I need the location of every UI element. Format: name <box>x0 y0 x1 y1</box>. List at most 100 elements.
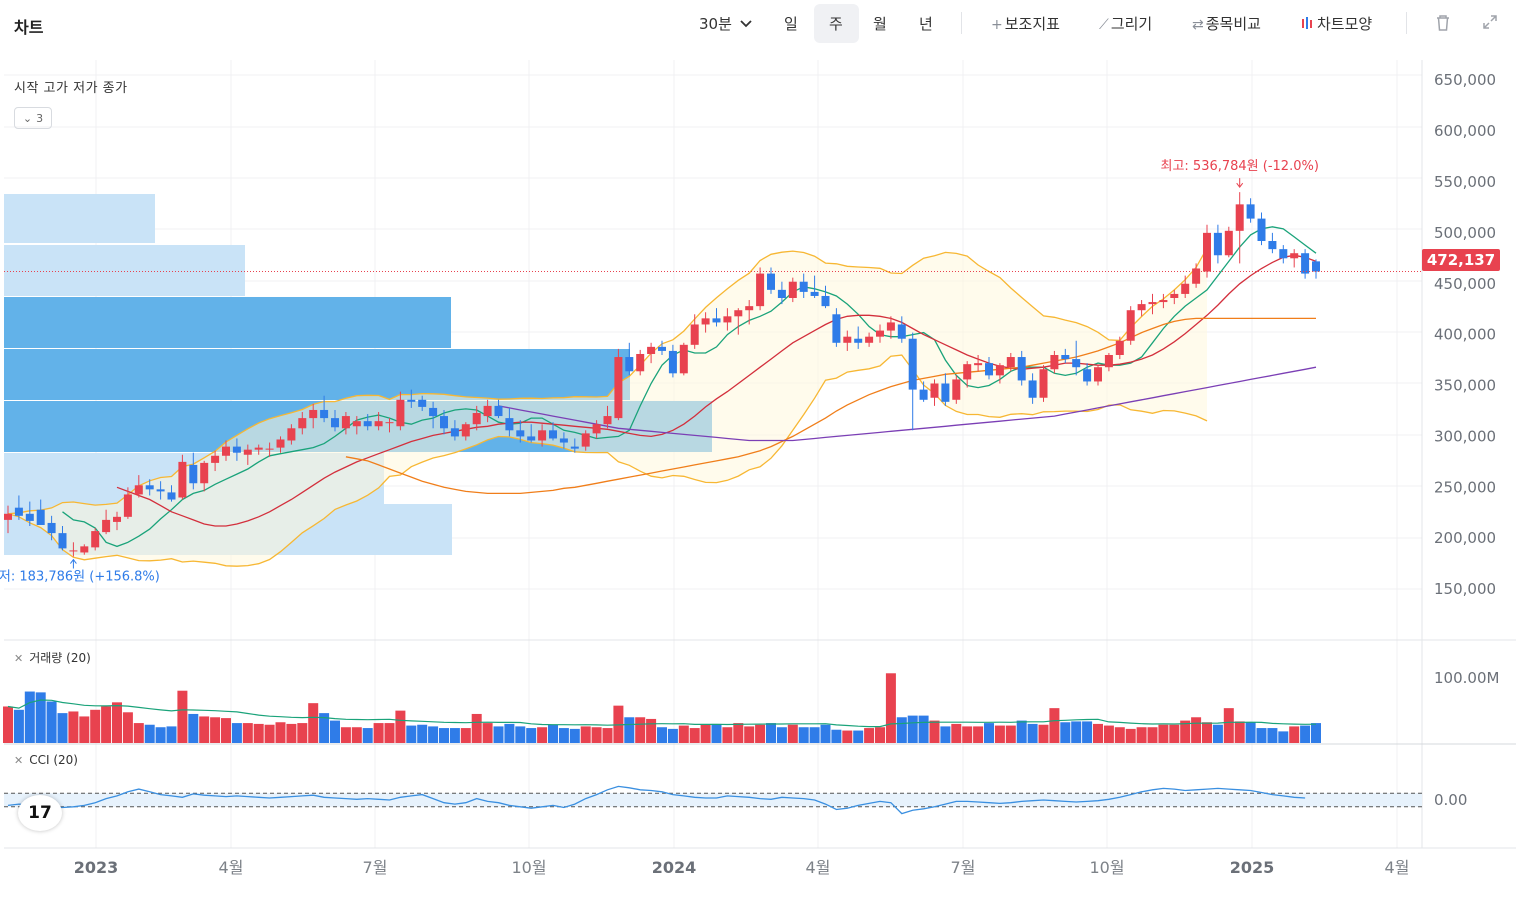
candle-body <box>930 383 939 398</box>
volume-bar <box>1060 722 1071 743</box>
volume-bar <box>112 702 122 743</box>
volume-bar <box>188 713 199 743</box>
volume-bar <box>569 728 580 743</box>
candle-body <box>1312 261 1320 272</box>
volume-bar <box>722 727 733 743</box>
candle-body <box>374 421 383 427</box>
volume-bar <box>624 717 635 743</box>
expand-icon[interactable] <box>1482 14 1498 34</box>
volume-bar <box>493 726 504 743</box>
volume-bar <box>144 724 155 743</box>
volume-bar <box>406 725 417 743</box>
volume-bar <box>820 724 831 743</box>
volume-bar <box>1169 724 1180 743</box>
candle-body <box>363 421 372 427</box>
candle-body <box>1181 283 1190 294</box>
candle-body <box>767 273 775 290</box>
volume-bar <box>1125 728 1136 743</box>
candle-body <box>211 455 220 463</box>
volume-bar <box>526 728 537 743</box>
volume-bar <box>809 727 820 743</box>
tradingview-logo-icon[interactable]: 17 <box>18 795 62 831</box>
period-month-button[interactable]: 월 <box>873 15 887 33</box>
volume-bar <box>13 709 24 743</box>
volume-bar <box>1049 708 1060 743</box>
chart-title: 차트 <box>14 18 44 37</box>
volume-bar <box>1136 727 1147 743</box>
indicators-label: 보조지표 <box>1004 15 1060 33</box>
volume-bar <box>1234 721 1245 743</box>
candle-body <box>25 513 34 521</box>
candle-body <box>1159 300 1168 303</box>
volume-label: 거래량 (20) <box>29 651 91 665</box>
cci-tick-label: 0.00 <box>1434 791 1467 809</box>
ma60-line <box>345 317 1316 495</box>
candle-body <box>1224 230 1233 256</box>
candle-body <box>581 433 590 447</box>
volume-bar <box>46 701 57 743</box>
candle-body <box>123 494 132 517</box>
candle-body <box>734 310 743 317</box>
candle-body <box>668 350 677 374</box>
period-day-button[interactable]: 일 <box>784 15 798 33</box>
price-tick-label: 250,000 <box>1434 478 1496 496</box>
candle-body <box>287 428 296 441</box>
candle-body <box>14 507 23 516</box>
candle-body <box>952 379 961 400</box>
close-icon[interactable]: ✕ <box>14 652 24 665</box>
volume-bar <box>1289 726 1300 743</box>
time-tick-label: 4월 <box>1385 858 1410 877</box>
candle-body <box>1039 369 1048 398</box>
candle-body <box>134 485 143 495</box>
candle-body <box>1126 310 1135 341</box>
candle-body <box>1050 355 1059 370</box>
candle-body <box>723 316 732 323</box>
volume-bar <box>221 718 231 743</box>
volume-pane-label: ✕ 거래량 (20) <box>14 649 91 666</box>
candle-body <box>832 314 841 343</box>
moving-averages <box>62 226 1317 548</box>
candle-body <box>603 416 612 425</box>
volume-bar <box>635 717 646 743</box>
indicators-button[interactable]: + 보조지표 <box>991 13 1060 34</box>
volume-bar <box>1267 728 1278 743</box>
candle-body <box>1301 253 1310 274</box>
period-week-button[interactable]: 주 <box>829 15 843 33</box>
candle-body <box>1028 380 1037 398</box>
candle-body <box>1192 268 1201 284</box>
period-year-button[interactable]: 년 <box>919 15 933 33</box>
candle-body <box>222 446 230 456</box>
chart-style-button[interactable]: 차트모양 <box>1301 13 1372 34</box>
candle-body <box>701 318 710 325</box>
volume-bar <box>460 728 471 743</box>
candle-body <box>232 446 241 453</box>
ma120-line <box>498 366 1317 442</box>
candle-body <box>799 281 808 292</box>
compare-button[interactable]: ⇄ 종목비교 <box>1192 13 1261 34</box>
volume-bar <box>297 723 308 743</box>
axes: 650,000 600,000 550,000 500,000 450,000 400,0… <box>74 71 1500 877</box>
candle-body <box>298 418 307 429</box>
pen-icon: ⟋ <box>1099 17 1109 33</box>
time-tick-label: 7월 <box>363 858 388 877</box>
volume-bar <box>1082 721 1093 743</box>
volume-bar <box>548 724 558 743</box>
candle-body <box>1148 302 1157 305</box>
interval-select[interactable]: 30분 <box>699 13 752 34</box>
legend-collapse-button[interactable]: ⌄ 3 <box>14 107 52 129</box>
trash-icon[interactable] <box>1435 14 1451 36</box>
candle-body <box>254 447 263 450</box>
time-tick-label: 7월 <box>951 858 976 877</box>
candle-body <box>494 405 503 417</box>
draw-button[interactable]: ⟋ 그리기 <box>1099 13 1152 34</box>
candle-body <box>1061 355 1070 360</box>
volume-bar <box>766 723 776 743</box>
volume-bar <box>3 706 13 743</box>
candle-body <box>974 363 983 366</box>
volume-bar <box>155 727 166 743</box>
close-icon[interactable]: ✕ <box>14 754 24 767</box>
volume-bar <box>231 723 242 743</box>
candle-body <box>1137 304 1146 311</box>
volume-profile-bar <box>4 194 155 243</box>
